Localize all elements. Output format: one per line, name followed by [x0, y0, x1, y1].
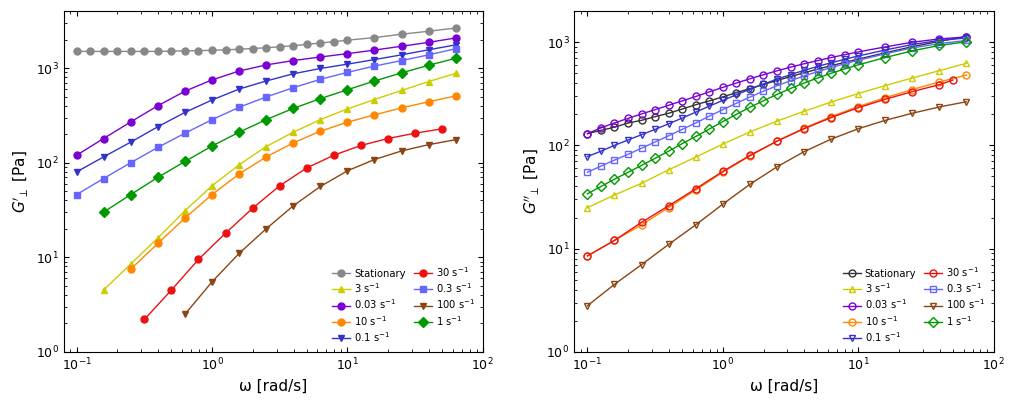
Y-axis label: $G''_{\!\perp}$ [Pa]: $G''_{\!\perp}$ [Pa]	[522, 149, 541, 214]
Y-axis label: $G'_{\!\perp}$ [Pa]: $G'_{\!\perp}$ [Pa]	[11, 150, 30, 213]
X-axis label: ω [rad/s]: ω [rad/s]	[239, 379, 307, 394]
Legend: Stationary, 3 s$^{-1}$, 0.03 s$^{-1}$, 10 s$^{-1}$, 0.1 s$^{-1}$, 30 s$^{-1}$, 0: Stationary, 3 s$^{-1}$, 0.03 s$^{-1}$, 1…	[840, 262, 989, 347]
X-axis label: ω [rad/s]: ω [rad/s]	[750, 379, 818, 394]
Legend: Stationary, 3 s$^{-1}$, 0.03 s$^{-1}$, 10 s$^{-1}$, 0.1 s$^{-1}$, 30 s$^{-1}$, 0: Stationary, 3 s$^{-1}$, 0.03 s$^{-1}$, 1…	[329, 262, 478, 347]
